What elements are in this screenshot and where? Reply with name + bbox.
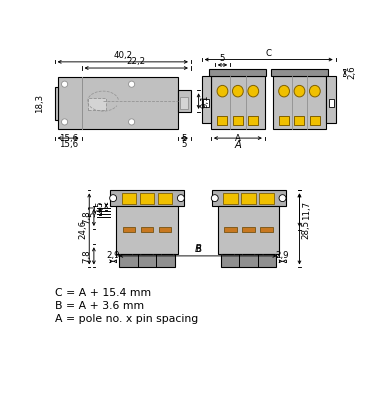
Text: C = A + 15.4 mm: C = A + 15.4 mm: [55, 288, 151, 298]
Text: A = pole no. x pin spacing: A = pole no. x pin spacing: [55, 314, 199, 324]
Text: 7,8: 7,8: [83, 249, 91, 263]
Ellipse shape: [232, 85, 243, 97]
Bar: [224, 227, 237, 232]
Bar: [201, 76, 211, 123]
Bar: [273, 76, 327, 129]
Bar: [242, 193, 256, 204]
Bar: [212, 190, 286, 206]
Text: 2,9: 2,9: [276, 251, 289, 260]
Ellipse shape: [294, 85, 305, 97]
Text: 5: 5: [220, 54, 225, 63]
Bar: [123, 227, 135, 232]
Text: 9,1: 9,1: [201, 94, 210, 108]
Bar: [329, 99, 334, 106]
Bar: [295, 116, 305, 125]
Bar: [158, 193, 172, 204]
Bar: [310, 116, 320, 125]
Circle shape: [110, 195, 117, 202]
Bar: [116, 206, 178, 254]
Bar: [119, 254, 175, 268]
Circle shape: [279, 195, 286, 202]
Bar: [209, 69, 266, 76]
Text: B: B: [195, 245, 201, 254]
Text: B = A + 3.6 mm: B = A + 3.6 mm: [55, 301, 144, 311]
Text: A: A: [235, 134, 241, 144]
Bar: [141, 227, 153, 232]
Text: 5: 5: [181, 140, 187, 149]
Bar: [221, 254, 276, 268]
Bar: [327, 76, 336, 123]
Circle shape: [178, 195, 185, 202]
Bar: [180, 96, 188, 109]
Bar: [242, 227, 255, 232]
Bar: [203, 99, 208, 106]
Bar: [279, 116, 289, 125]
Bar: [218, 206, 279, 254]
Text: 24,6: 24,6: [78, 219, 87, 238]
Circle shape: [61, 119, 68, 125]
Text: 15,6: 15,6: [59, 134, 78, 144]
Bar: [159, 227, 171, 232]
Bar: [88, 98, 106, 110]
Ellipse shape: [217, 85, 228, 97]
Ellipse shape: [310, 85, 320, 97]
Circle shape: [129, 81, 135, 87]
Text: 5,1: 5,1: [89, 203, 98, 216]
Text: A: A: [234, 140, 241, 150]
Text: 5: 5: [181, 134, 187, 144]
Text: B: B: [195, 244, 201, 254]
Text: 2,5: 2,5: [95, 200, 104, 214]
Bar: [260, 227, 273, 232]
Text: 18,3: 18,3: [35, 94, 44, 113]
Text: 22,2: 22,2: [127, 58, 146, 66]
Bar: [54, 86, 58, 120]
Ellipse shape: [248, 85, 259, 97]
Circle shape: [129, 119, 135, 125]
Circle shape: [211, 195, 218, 202]
Bar: [223, 193, 238, 204]
Bar: [259, 193, 274, 204]
Bar: [271, 69, 328, 76]
Text: 11,7: 11,7: [302, 200, 311, 220]
Bar: [211, 76, 265, 129]
Bar: [178, 90, 191, 112]
Text: 2,6: 2,6: [347, 66, 356, 80]
Bar: [110, 190, 184, 206]
Text: C: C: [266, 49, 272, 58]
Bar: [233, 116, 243, 125]
Text: 7,8: 7,8: [83, 210, 91, 224]
Text: 15,6: 15,6: [59, 140, 78, 149]
Bar: [58, 77, 178, 129]
Bar: [217, 116, 227, 125]
Text: 40,2: 40,2: [113, 51, 132, 60]
Circle shape: [61, 81, 68, 87]
Ellipse shape: [279, 85, 290, 97]
Bar: [122, 193, 136, 204]
Bar: [140, 193, 154, 204]
Text: 28,5: 28,5: [302, 219, 311, 238]
Bar: [248, 116, 258, 125]
Text: 2,9: 2,9: [107, 251, 120, 260]
